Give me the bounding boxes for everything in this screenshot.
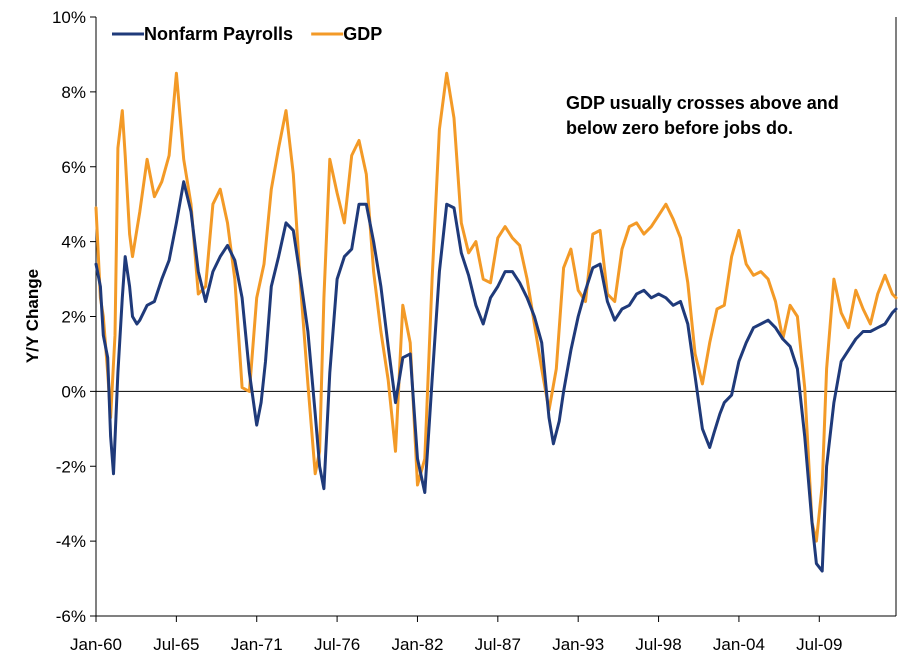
y-tick-label: 6%: [61, 158, 86, 177]
x-tick-label: Jul-76: [314, 635, 360, 654]
legend: Nonfarm Payrolls GDP: [112, 24, 382, 44]
annotation-line: below zero before jobs do.: [566, 118, 793, 138]
x-ticks: Jan-60 Jul-65 Jan-71 Jul-76 Jan-82 Jul-87 Jan-…: [70, 616, 842, 654]
x-tick-label: Jan-71: [231, 635, 283, 654]
y-tick-label: -6%: [56, 607, 86, 626]
x-tick-label: Jan-82: [391, 635, 443, 654]
y-tick-label: -2%: [56, 457, 86, 476]
series-line-gdp: [94, 71, 898, 543]
y-axis-title: Y/Y Change: [23, 269, 42, 363]
x-tick-label: Jul-98: [635, 635, 681, 654]
y-ticks: 10% 8% 6% 4% 2% 0% -2% -4% -6%: [52, 8, 96, 626]
series-line-nonfarm-payrolls: [94, 180, 898, 573]
annotation-line: GDP usually crosses above and: [566, 93, 839, 113]
legend-label: Nonfarm Payrolls: [144, 24, 293, 44]
x-tick-label: Jul-09: [796, 635, 842, 654]
x-tick-label: Jan-60: [70, 635, 122, 654]
y-tick-label: 4%: [61, 233, 86, 252]
chart-annotation: GDP usually crosses above and below zero …: [566, 93, 839, 138]
y-tick-label: 10%: [52, 8, 86, 27]
y-tick-label: 8%: [61, 83, 86, 102]
x-tick-label: Jul-87: [475, 635, 521, 654]
series-lines: [94, 71, 898, 573]
y-tick-label: 0%: [61, 382, 86, 401]
x-tick-label: Jan-93: [552, 635, 604, 654]
y-tick-label: 2%: [61, 308, 86, 327]
x-tick-label: Jan-04: [713, 635, 765, 654]
x-tick-label: Jul-65: [153, 635, 199, 654]
y-tick-label: -4%: [56, 532, 86, 551]
legend-label: GDP: [343, 24, 382, 44]
